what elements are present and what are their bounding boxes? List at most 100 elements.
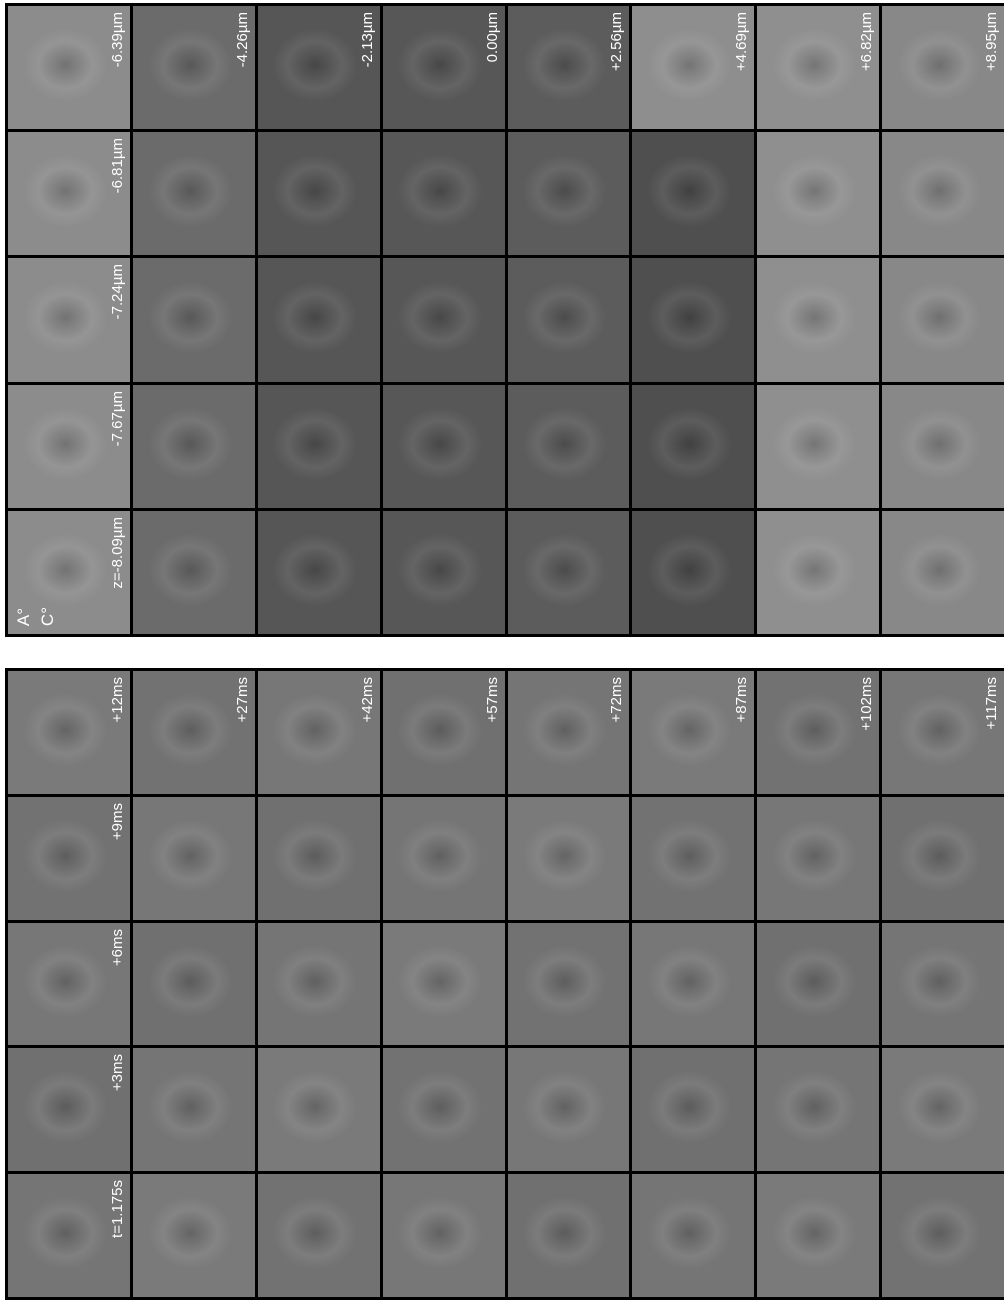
image-tile: +72ms	[508, 671, 630, 794]
image-tile: +6ms	[8, 923, 130, 1046]
image-tile	[632, 797, 754, 920]
image-tile: -6.39µm	[8, 6, 130, 129]
image-tile: +57ms	[383, 671, 505, 794]
image-tile	[632, 1048, 754, 1171]
image-tile	[133, 1174, 255, 1297]
image-tile	[258, 132, 380, 255]
tile-label: +87ms	[733, 677, 750, 722]
image-tile	[133, 1048, 255, 1171]
image-tile: +102ms	[757, 671, 879, 794]
image-tile	[383, 511, 505, 634]
annotation: C°	[38, 607, 58, 626]
image-tile: -4.26µm	[133, 6, 255, 129]
image-tile	[882, 132, 1004, 255]
image-tile	[133, 511, 255, 634]
tile-label: +3ms	[109, 1054, 126, 1091]
image-tile	[258, 1174, 380, 1297]
image-tile	[632, 1174, 754, 1297]
image-tile: +12ms	[8, 671, 130, 794]
tile-label: +9ms	[109, 803, 126, 840]
image-tile	[508, 923, 630, 1046]
tile-label: -6.39µm	[109, 12, 126, 67]
image-tile	[383, 385, 505, 508]
image-tile	[258, 258, 380, 381]
z-stack-panel: -6.39µm -4.26µm -2.13µm 0.00µm +2.56µm +4.69µ…	[5, 3, 1004, 637]
tile-label: +6.82µm	[858, 12, 875, 71]
image-tile	[757, 1174, 879, 1297]
image-tile: -7.67µm	[8, 385, 130, 508]
image-tile: +9ms	[8, 797, 130, 920]
image-tile	[133, 923, 255, 1046]
image-tile	[632, 923, 754, 1046]
tile-label: +72ms	[608, 677, 625, 722]
image-tile	[632, 258, 754, 381]
tile-label: +12ms	[109, 677, 126, 722]
tile-label: 0.00µm	[484, 12, 501, 62]
image-tile	[133, 797, 255, 920]
image-tile: -6.81µm	[8, 132, 130, 255]
image-tile	[258, 1048, 380, 1171]
page: -6.39µm -4.26µm -2.13µm 0.00µm +2.56µm +4.69µ…	[0, 0, 1004, 1300]
image-tile	[882, 258, 1004, 381]
tile-label: +2.56µm	[608, 12, 625, 71]
tile-label: +117ms	[983, 677, 1000, 730]
annotation: A°	[14, 608, 34, 626]
image-tile: t=1.175s	[8, 1174, 130, 1297]
image-tile: 0.00µm	[383, 6, 505, 129]
image-tile	[757, 258, 879, 381]
tile-label: +42ms	[359, 677, 376, 722]
image-tile: +8.95µm	[882, 6, 1004, 129]
image-tile	[508, 1048, 630, 1171]
image-tile	[882, 923, 1004, 1046]
image-tile	[882, 511, 1004, 634]
image-tile: -7.24µm	[8, 258, 130, 381]
image-tile	[383, 1048, 505, 1171]
image-tile: +87ms	[632, 671, 754, 794]
image-tile	[508, 258, 630, 381]
tile-label: -7.67µm	[109, 391, 126, 446]
tile-label: -7.24µm	[109, 264, 126, 319]
image-tile: +6.82µm	[757, 6, 879, 129]
image-tile	[757, 385, 879, 508]
image-tile	[508, 797, 630, 920]
tile-label: z=-8.09µm	[109, 517, 126, 589]
image-tile	[133, 385, 255, 508]
image-tile: +42ms	[258, 671, 380, 794]
tile-label: +6ms	[109, 929, 126, 966]
image-tile	[508, 1174, 630, 1297]
image-tile	[383, 1174, 505, 1297]
image-tile	[383, 923, 505, 1046]
image-tile	[882, 1174, 1004, 1297]
image-tile	[258, 797, 380, 920]
image-tile	[508, 132, 630, 255]
image-tile	[757, 797, 879, 920]
tile-label: +8.95µm	[983, 12, 1000, 71]
image-tile: +3ms	[8, 1048, 130, 1171]
image-tile: +27ms	[133, 671, 255, 794]
image-tile	[508, 511, 630, 634]
image-tile: z=-8.09µm A°C°	[8, 511, 130, 634]
image-tile	[632, 511, 754, 634]
tile-label: +4.69µm	[733, 12, 750, 71]
image-tile: -2.13µm	[258, 6, 380, 129]
image-tile	[508, 385, 630, 508]
image-tile	[133, 258, 255, 381]
tile-label: +102ms	[858, 677, 875, 731]
image-tile: +117ms	[882, 671, 1004, 794]
image-tile	[383, 132, 505, 255]
tile-label: -2.13µm	[359, 12, 376, 67]
tile-label: -4.26µm	[234, 12, 251, 67]
image-tile	[258, 923, 380, 1046]
image-tile	[258, 385, 380, 508]
image-tile	[757, 923, 879, 1046]
image-tile	[632, 132, 754, 255]
image-tile	[882, 1048, 1004, 1171]
image-tile	[133, 132, 255, 255]
image-tile	[383, 258, 505, 381]
image-tile	[383, 797, 505, 920]
tile-label: +27ms	[234, 677, 251, 722]
image-tile: +2.56µm	[508, 6, 630, 129]
image-tile	[882, 385, 1004, 508]
image-tile: +4.69µm	[632, 6, 754, 129]
tile-label: -6.81µm	[109, 138, 126, 193]
